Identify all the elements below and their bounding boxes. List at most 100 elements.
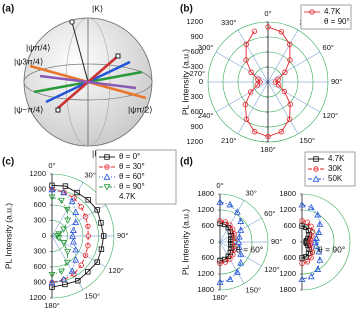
data-point: [287, 57, 293, 63]
data-point: [222, 259, 229, 265]
grid-line: [219, 200, 245, 243]
data-point: [255, 76, 261, 82]
data-point: [85, 197, 91, 203]
arrow: [87, 60, 131, 84]
data-point: [298, 201, 306, 208]
legend-label: θ = 30°: [119, 162, 145, 171]
data-point: [251, 28, 258, 34]
state-label: |ψ3π/4⟩: [14, 56, 43, 66]
state-point: [115, 53, 121, 59]
r-tick-label: 900: [33, 184, 46, 193]
data-point: [217, 260, 223, 267]
data-point: [304, 219, 311, 225]
data-point: [281, 88, 288, 95]
fit-line: [219, 222, 232, 262]
legend-title: θ = 90°: [324, 17, 350, 26]
bloch-sphere: [23, 17, 153, 147]
r-tick-label: 600: [190, 107, 203, 116]
data-point: [307, 272, 315, 280]
theta-tick-label: 90°: [117, 231, 128, 240]
panel-label: (d): [180, 157, 193, 168]
data-point: [314, 265, 322, 272]
data-point: [49, 182, 55, 189]
data-point: [85, 242, 91, 249]
arrow: [87, 70, 143, 84]
theta-tick-label: 300°: [198, 43, 214, 52]
r-tick-label: 900: [33, 277, 46, 286]
data-point: [228, 232, 234, 239]
data-point: [314, 211, 322, 218]
data-point: [100, 233, 107, 239]
data-point: [53, 233, 61, 240]
data-point: [225, 253, 231, 260]
grid-line: [215, 81, 269, 113]
data-point: [305, 227, 312, 234]
data-point: [69, 232, 77, 239]
theta-tick-label: 150°: [85, 292, 101, 301]
theta-tick-label: 120°: [108, 266, 124, 275]
data-point: [72, 246, 80, 253]
data-point: [75, 278, 81, 284]
arrow: [33, 80, 89, 94]
annotation: θ = 90°: [318, 244, 345, 254]
grid-line: [237, 29, 269, 83]
data-point: [243, 41, 249, 48]
theta-tick-label: 150°: [300, 136, 316, 145]
grid-line: [51, 182, 84, 237]
legend-label: θ = 90°: [119, 182, 145, 191]
data-point: [226, 275, 234, 283]
data-point: [222, 219, 229, 225]
data-point: [227, 239, 234, 245]
arrow: [57, 81, 89, 109]
data-point: [71, 195, 77, 201]
r-tick-label: 1200: [29, 293, 46, 302]
grid-line: [219, 241, 245, 284]
data-point: [85, 223, 91, 230]
r-tick-label: 300: [190, 62, 203, 71]
legend-marker: [104, 154, 110, 160]
r-tick-label: 1800: [197, 285, 214, 294]
theta-tick-label: 90°: [271, 237, 282, 246]
legend-marker: [103, 184, 111, 191]
data-point: [227, 222, 233, 228]
data-point: [316, 256, 324, 263]
data-point: [307, 203, 315, 211]
theta-tick-label: 180°: [260, 145, 276, 154]
data-point: [60, 275, 68, 283]
data-point: [78, 262, 84, 268]
data-point: [237, 250, 245, 257]
data-point: [247, 89, 254, 95]
panel-label: (a): [2, 4, 14, 15]
data-point: [48, 194, 56, 201]
legend-label: 30K: [328, 164, 343, 173]
r-tick-label: 600: [33, 262, 46, 271]
r-tick-label: 600: [201, 253, 214, 262]
data-point: [230, 226, 236, 232]
data-point: [315, 248, 323, 255]
data-point: [227, 256, 233, 262]
data-point: [299, 255, 305, 261]
legend-marker: [104, 164, 110, 170]
data-point: [287, 41, 293, 48]
r-tick-label: 1200: [186, 17, 203, 26]
data-point: [60, 240, 68, 247]
state-label: |K⟩: [92, 3, 103, 13]
arrows: [29, 55, 147, 109]
data-point: [306, 246, 312, 252]
data-point: [275, 82, 282, 88]
legend-title: 4.7K: [119, 192, 136, 201]
theta-tick-label: 90°: [331, 77, 342, 86]
data-point: [306, 232, 312, 238]
data-point: [216, 278, 224, 285]
data-point: [63, 206, 71, 214]
data-point: [55, 231, 63, 238]
data-point: [228, 242, 234, 248]
r-tick-label: 1200: [197, 269, 214, 278]
data-point: [64, 217, 72, 224]
r-tick-label: 300: [33, 246, 46, 255]
state-label: |ψ−π/4⟩: [14, 104, 44, 114]
r-tick-label: 1200: [279, 205, 296, 214]
legend-box: [300, 4, 352, 30]
theta-tick-label: 120°: [323, 111, 339, 120]
